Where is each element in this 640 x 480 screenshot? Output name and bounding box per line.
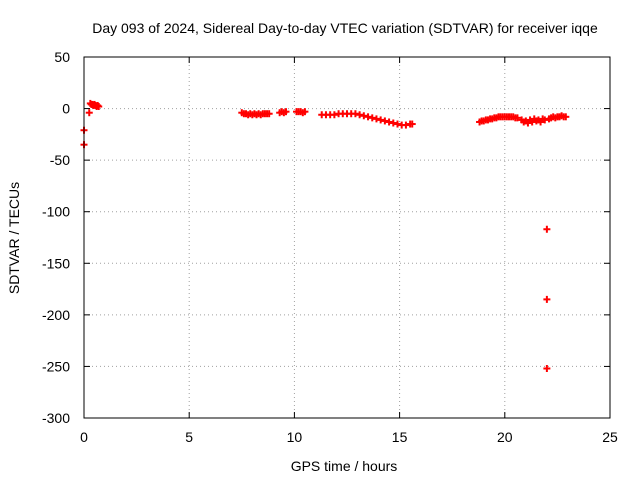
y-tick-label: 0 <box>62 101 70 117</box>
data-point <box>330 111 338 119</box>
data-point <box>393 120 401 128</box>
y-tick-label: -250 <box>42 358 70 374</box>
data-point <box>381 117 389 125</box>
data-point <box>562 113 570 121</box>
data-point <box>95 103 103 111</box>
data-point <box>356 111 364 119</box>
x-tick-labels: 0 5 10 15 20 25 <box>80 429 618 445</box>
y-tick-label: -50 <box>50 152 70 168</box>
x-axis-label: GPS time / hours <box>291 458 398 474</box>
data-point <box>513 114 521 122</box>
data-points <box>80 99 570 372</box>
y-axis-label: SDTVAR / TECUs <box>6 182 22 294</box>
data-point <box>408 120 416 128</box>
x-tick-label: 5 <box>185 429 193 445</box>
data-point <box>543 295 551 303</box>
chart-title: Day 093 of 2024, Sidereal Day-to-day VTE… <box>92 20 598 36</box>
x-tick-label: 0 <box>80 429 88 445</box>
data-point <box>377 116 385 124</box>
axis-ticks <box>83 56 611 419</box>
data-point <box>372 115 380 123</box>
data-point <box>94 101 102 109</box>
y-tick-label: 50 <box>54 49 70 65</box>
data-point <box>385 118 393 126</box>
data-point <box>282 108 290 116</box>
data-point <box>364 113 372 121</box>
y-tick-label: -200 <box>42 307 70 323</box>
x-tick-label: 25 <box>602 429 618 445</box>
x-tick-label: 15 <box>392 429 408 445</box>
data-point <box>265 110 273 118</box>
data-point <box>301 108 309 116</box>
x-tick-label: 20 <box>497 429 513 445</box>
y-tick-label: -150 <box>42 255 70 271</box>
data-point <box>368 114 376 122</box>
y-tick-label: -100 <box>42 204 70 220</box>
data-point <box>360 112 368 120</box>
data-point <box>541 116 549 124</box>
data-point <box>351 110 359 118</box>
y-tick-label: -300 <box>42 410 70 426</box>
y-tick-labels: 50 0 -50 -100 -150 -200 -250 -300 <box>42 49 70 426</box>
data-point <box>543 225 551 233</box>
data-point <box>389 119 397 127</box>
plot-frame <box>83 56 611 419</box>
data-point <box>543 364 551 372</box>
data-point <box>402 121 410 129</box>
data-point <box>85 109 93 117</box>
x-tick-label: 10 <box>287 429 303 445</box>
